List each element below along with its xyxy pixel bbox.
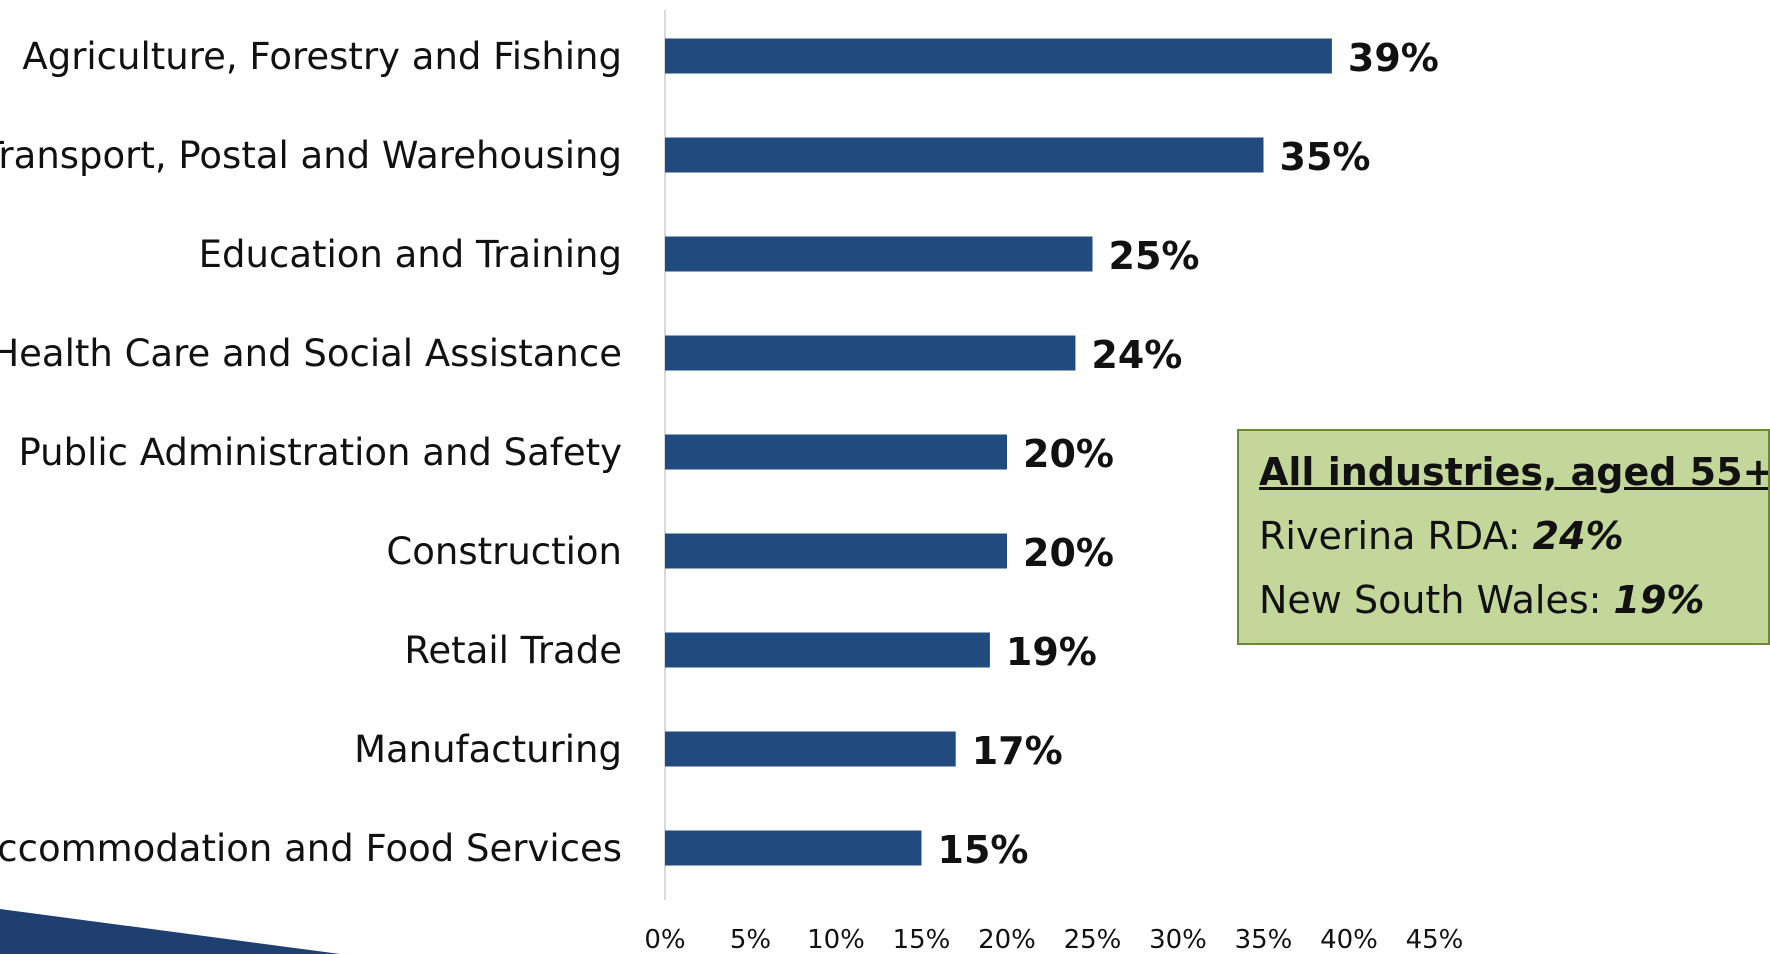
bar [665,731,956,767]
category-label: Accommodation and Food Services [0,827,622,870]
category-label: Public Administration and Safety [19,431,623,474]
value-label: 17% [972,729,1063,773]
value-labels-group: 39% 35% 25% 24% 20% 20% 19% 17% 15% [938,36,1439,872]
callout-row-label: Riverina RDA: [1259,514,1533,558]
bar [665,434,1007,470]
x-tick-labels-group: 0% 5% 10% 15% 20% 25% 30% 35% 40% 45% [644,925,1463,954]
summary-callout-box: All industries, aged 55+: Riverina RDA: … [1237,429,1770,645]
bar [665,632,990,668]
category-label: Education and Training [199,233,622,276]
value-label: 35% [1280,135,1371,179]
x-tick-label: 20% [978,925,1036,954]
x-tick-label: 10% [807,925,865,954]
corner-wedge-decoration [0,909,340,954]
x-tick-label: 35% [1235,925,1293,954]
callout-row-value: 19% [1613,578,1705,622]
category-label: Agriculture, Forestry and Fishing [22,35,622,78]
callout-row-riverina: Riverina RDA: 24% [1259,517,1768,555]
x-tick-label: 15% [893,925,951,954]
x-tick-label: 40% [1320,925,1378,954]
callout-row-label: New South Wales: [1259,578,1614,622]
value-label: 24% [1091,333,1182,377]
value-label: 25% [1109,234,1200,278]
bar [665,38,1332,74]
bar [665,137,1264,173]
value-label: 15% [938,828,1029,872]
category-label: Construction [386,530,622,573]
category-labels-group: Agriculture, Forestry and Fishing Transpo… [0,35,622,870]
x-tick-label: 0% [644,925,685,954]
callout-row-nsw: New South Wales: 19% [1259,581,1768,619]
x-tick-label: 30% [1149,925,1207,954]
value-label: 19% [1006,630,1097,674]
x-tick-label: 5% [730,925,771,954]
callout-row-value: 24% [1532,514,1624,558]
bar [665,236,1093,272]
category-label: Retail Trade [404,629,622,672]
category-label: Transport, Postal and Warehousing [0,134,622,177]
bar [665,830,922,866]
value-label: 20% [1023,432,1114,476]
bar [665,335,1076,371]
x-tick-label: 45% [1406,925,1464,954]
value-label: 20% [1023,531,1114,575]
bars-group [665,38,1332,866]
callout-heading: All industries, aged 55+: [1259,450,1770,494]
bar [665,533,1007,569]
value-label: 39% [1348,36,1439,80]
category-label: Health Care and Social Assistance [0,332,622,375]
category-label: Manufacturing [354,728,622,771]
x-tick-label: 25% [1064,925,1122,954]
